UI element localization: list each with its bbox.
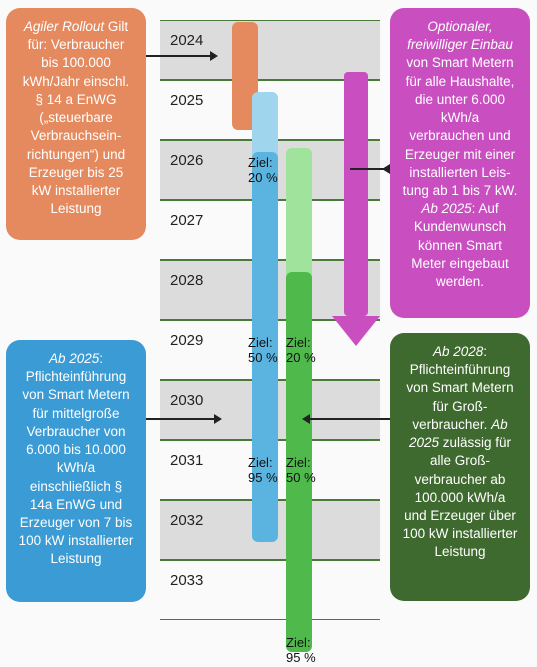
callout-body: : Pflichteinführung von Smart Metern für… bbox=[19, 351, 134, 566]
connector-arrowhead bbox=[210, 51, 218, 61]
callout-blue: Ab 2025: Pflichteinführung von Smart Met… bbox=[6, 340, 146, 602]
year-label: 2026 bbox=[170, 152, 203, 169]
callout-title2: Ab 2025 bbox=[421, 201, 471, 216]
connector-arrow bbox=[310, 418, 390, 420]
callout-title: Ab 2028 bbox=[433, 344, 483, 359]
ziel-label-green50: Ziel: 50 % bbox=[286, 456, 316, 486]
callout-magenta: Optionaler, freiwilliger Einbau von Smar… bbox=[390, 8, 530, 318]
connector-arrow bbox=[146, 55, 210, 57]
callout-body2: zulässig für alle Groß-verbraucher ab 10… bbox=[403, 435, 518, 559]
ziel-label-blue20: Ziel: 20 % bbox=[248, 156, 278, 186]
year-label: 2029 bbox=[170, 332, 203, 349]
callout-title: Ab 2025 bbox=[49, 351, 99, 366]
callout-title: Agiler Rollout bbox=[24, 19, 104, 34]
year-label: 2031 bbox=[170, 452, 203, 469]
connector-arrowhead bbox=[382, 164, 390, 174]
callout-title: Optionaler, freiwilliger Einbau bbox=[407, 19, 513, 52]
ziel-label-green95: Ziel: 95 % bbox=[286, 636, 316, 666]
callout-body: von Smart Metern für alle Haushalte, die… bbox=[403, 55, 518, 198]
year-label: 2025 bbox=[170, 92, 203, 109]
ziel-label-green20: Ziel: 20 % bbox=[286, 336, 316, 366]
year-label: 2032 bbox=[170, 512, 203, 529]
optional-arrow bbox=[332, 72, 380, 346]
timeline-row bbox=[160, 560, 380, 620]
year-label: 2027 bbox=[170, 212, 203, 229]
connector-arrow bbox=[146, 418, 214, 420]
connector-arrowhead bbox=[214, 414, 222, 424]
ziel-label-blue95: Ziel: 95 % bbox=[248, 456, 278, 486]
year-label: 2030 bbox=[170, 392, 203, 409]
connector-arrowhead bbox=[302, 414, 310, 424]
year-label: 2024 bbox=[170, 32, 203, 49]
callout-body: Gilt für: Verbraucher bis 100.000 kWh/Ja… bbox=[23, 19, 130, 216]
callout-green: Ab 2028: Pflichteinführung von Smart Met… bbox=[390, 333, 530, 601]
callout-orange: Agiler Rollout Gilt für: Verbraucher bis… bbox=[6, 8, 146, 240]
ziel-label-blue50: Ziel: 50 % bbox=[248, 336, 278, 366]
timeline-row bbox=[160, 20, 380, 80]
year-label: 2033 bbox=[170, 572, 203, 589]
year-label: 2028 bbox=[170, 272, 203, 289]
